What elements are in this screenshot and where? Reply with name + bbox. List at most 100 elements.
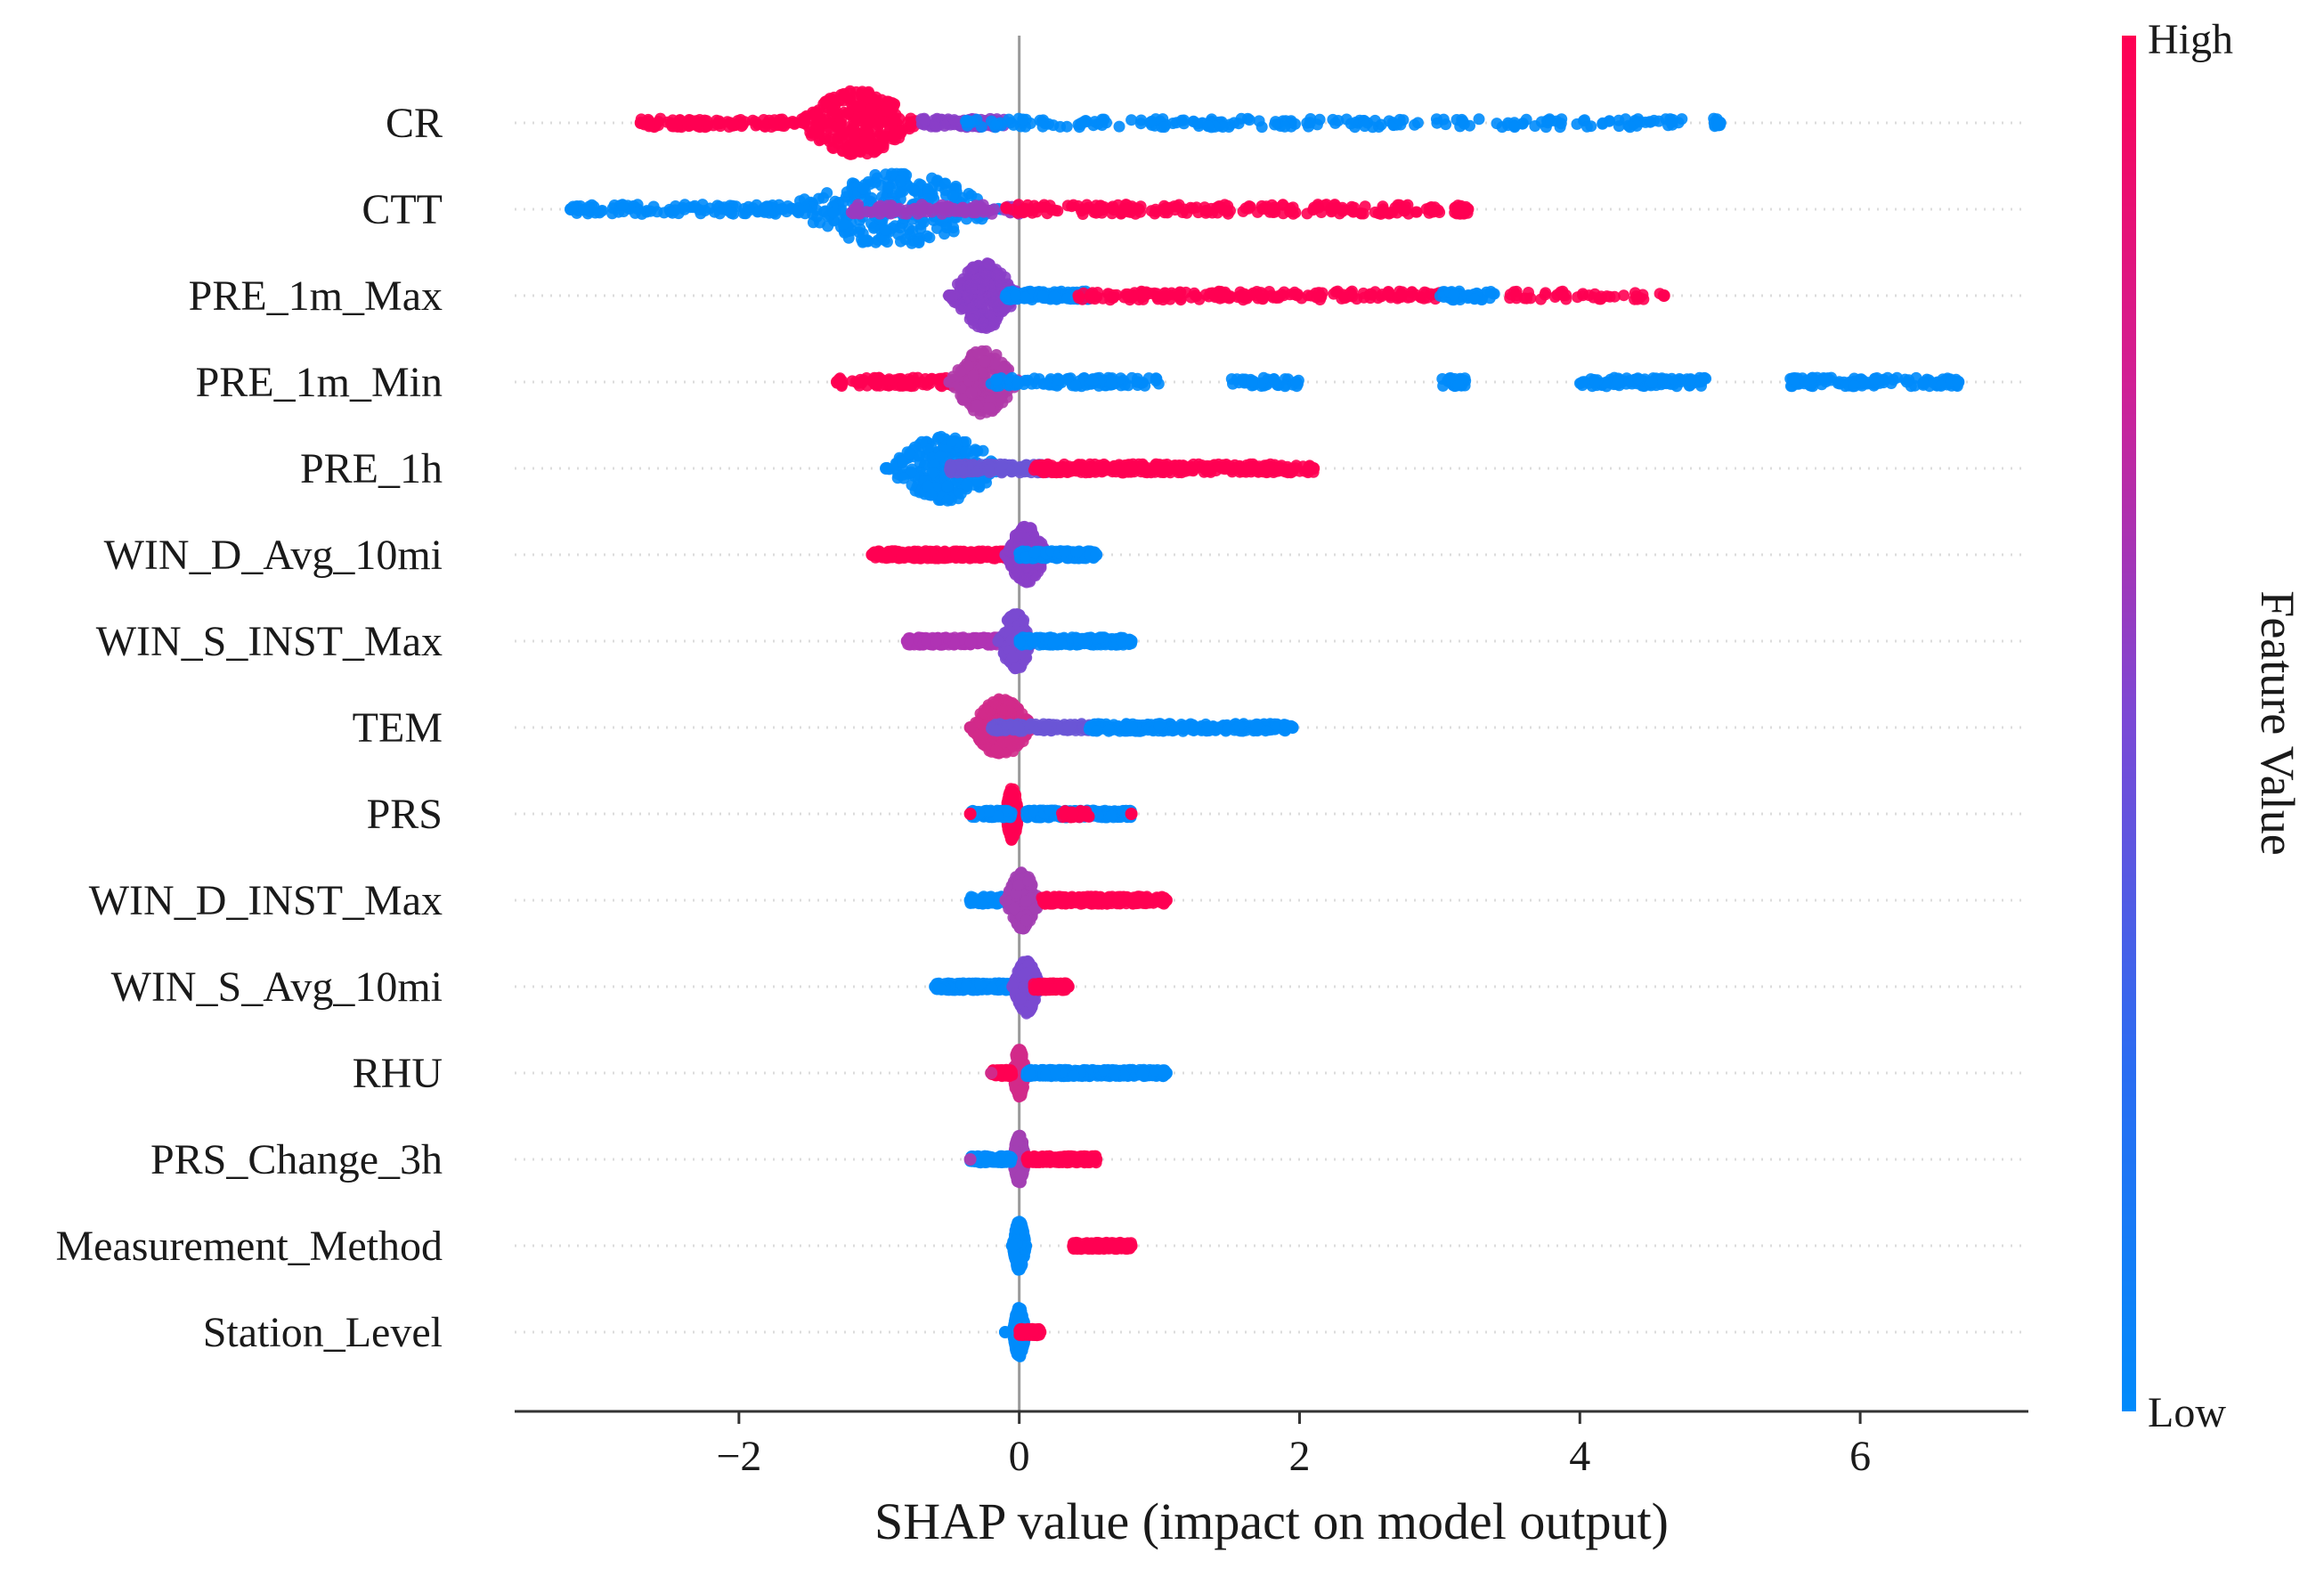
shap-point (940, 222, 953, 234)
shap-point (1268, 373, 1280, 386)
shap-point (857, 183, 870, 195)
shap-point (1484, 286, 1497, 297)
shap-point (897, 456, 909, 468)
shap-point (1158, 207, 1171, 219)
shap-point (967, 370, 979, 382)
shap-point (1580, 120, 1593, 133)
shap-point (1175, 461, 1187, 474)
shap-point-extreme (1952, 376, 1965, 388)
shap-point (1818, 373, 1831, 385)
shap-point (1369, 114, 1381, 126)
shap-point (1391, 207, 1403, 219)
shap-point (1158, 121, 1171, 134)
shap-point (1277, 207, 1289, 220)
shap-point (1613, 120, 1625, 133)
shap-point (1624, 121, 1637, 134)
shap-point (836, 145, 849, 158)
shap-point-extreme (1461, 203, 1475, 215)
shap-point (896, 549, 908, 562)
shap-point (983, 402, 995, 414)
shap-point (894, 175, 906, 187)
shap-point (877, 142, 890, 154)
shap-point (1279, 120, 1291, 133)
shap-point (645, 205, 657, 217)
shap-point (1145, 205, 1158, 217)
shap-point (1396, 286, 1409, 298)
shap-point (1144, 117, 1157, 129)
shap-point (849, 144, 862, 157)
shap-point (1304, 117, 1316, 129)
shap-point (735, 120, 748, 133)
shap-point (1630, 290, 1642, 303)
shap-point (768, 114, 781, 126)
shap-point (1337, 201, 1348, 214)
shap-point (841, 186, 853, 199)
shap-point (827, 207, 840, 219)
shap-point (1036, 290, 1049, 303)
shap-point (887, 131, 899, 143)
shap-point (826, 104, 839, 117)
shap-point (690, 118, 703, 130)
shap-point (1052, 373, 1065, 386)
shap-point-extreme (634, 117, 647, 129)
shap-point (895, 235, 906, 248)
shap-point (878, 132, 890, 144)
shap-point (871, 94, 883, 107)
shap-point (1168, 200, 1181, 213)
shap-point (1518, 292, 1531, 305)
shap-point (947, 190, 959, 202)
shap-point (1096, 113, 1109, 126)
shap-point (926, 467, 939, 479)
shap-point (1110, 289, 1123, 301)
shap-point-extreme (1307, 462, 1320, 475)
shap-point (897, 379, 909, 392)
shap-point (1849, 380, 1861, 393)
shap-point (1200, 205, 1212, 217)
beeswarm-dots (565, 85, 1965, 1362)
shap-point-extreme (565, 203, 577, 215)
shap-point (1150, 375, 1162, 386)
shap-point (879, 224, 891, 236)
shap-point (1672, 117, 1685, 129)
shap-point (1251, 206, 1264, 218)
shap-point (1448, 289, 1460, 301)
shap-point (965, 282, 978, 295)
shap-point (1269, 118, 1281, 131)
shap-point (1092, 287, 1104, 298)
shap-point (1504, 292, 1516, 305)
shap-point (841, 107, 854, 119)
shap-point (1247, 459, 1260, 472)
shap-point (970, 199, 982, 212)
shap-point (1187, 458, 1199, 470)
shap-point (1000, 202, 1012, 215)
shap-point (925, 489, 938, 501)
shap-point (939, 177, 952, 190)
shap-point-extreme (880, 462, 893, 475)
shap-point (1077, 287, 1090, 299)
shap-point (901, 207, 913, 220)
shap-point (807, 208, 819, 221)
shap-point (1305, 289, 1318, 302)
shap-point (942, 203, 954, 215)
shap-point (1115, 372, 1127, 385)
shap-point (1077, 633, 1089, 646)
shap-point (863, 142, 875, 155)
shap-point (1402, 207, 1415, 220)
shap-point (874, 207, 886, 220)
shap-point (1060, 120, 1073, 133)
shap-point (1061, 199, 1074, 212)
shap-point (1394, 113, 1406, 126)
shap-point (1253, 115, 1265, 127)
shap-point (1618, 289, 1630, 302)
shap-point (1126, 463, 1139, 476)
shap-point (961, 116, 973, 128)
shap-point (1891, 371, 1903, 384)
shap-point (965, 387, 978, 399)
shap-point (849, 135, 861, 148)
shap-point (981, 268, 994, 280)
shap-point (939, 119, 951, 132)
shap-point (1217, 204, 1230, 216)
shap-point (919, 115, 931, 126)
shap-point (923, 232, 936, 244)
